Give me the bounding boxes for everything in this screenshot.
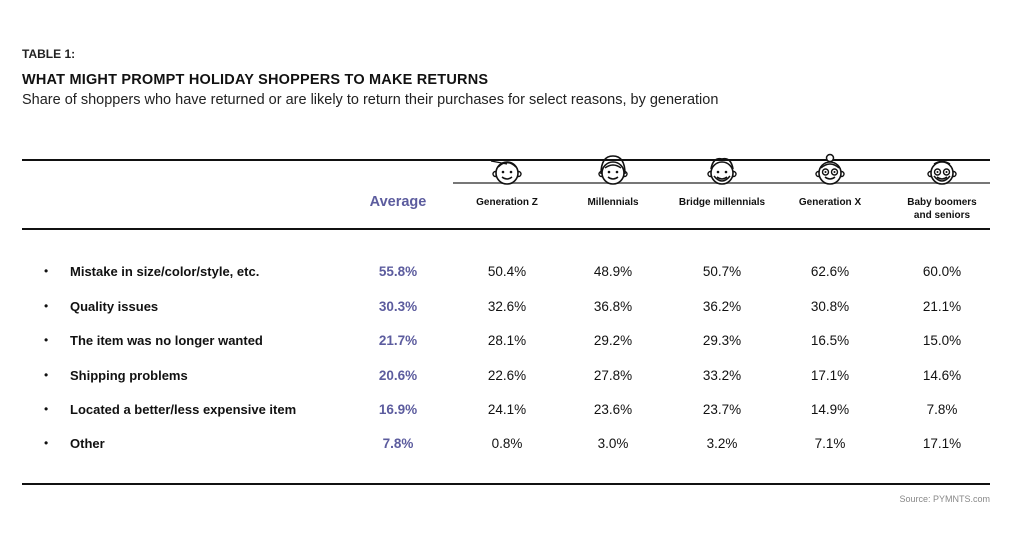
table-subtitle: Share of shoppers who have returned or a…	[22, 92, 719, 108]
boomer-face-icon	[924, 152, 960, 190]
value-cell: 29.2%	[593, 333, 633, 348]
value-cell: 30.8%	[810, 299, 850, 314]
table-label: TABLE 1:	[22, 47, 76, 61]
average-cell: 21.7%	[378, 333, 418, 348]
table-row: • Mistake in size/color/style, etc. 55.8% 5…	[0, 264, 1016, 284]
header-line-1: Bridge millennials	[678, 197, 766, 208]
value-cell: 16.5%	[810, 333, 850, 348]
table-row: • The item was no longer wanted 21.7% 28.1%…	[0, 333, 1016, 353]
value-cell: 50.4%	[487, 264, 527, 279]
value-cell: 17.1%	[810, 368, 850, 383]
value-cell: 14.9%	[810, 402, 850, 417]
row-label: Quality issues	[70, 299, 159, 314]
value-cell: 60.0%	[922, 264, 962, 279]
average-column-header: Average	[369, 194, 427, 210]
header-line-1: Generation X	[798, 197, 862, 208]
table-row: • Shipping problems 20.6% 22.6% 27.8% 33.2% 17…	[0, 368, 1016, 388]
generation-column-header: Baby boomers and seniors	[887, 196, 997, 222]
value-cell: 36.2%	[702, 299, 742, 314]
value-cell: 7.8%	[926, 402, 958, 417]
header-line-1: Baby boomers	[907, 197, 977, 208]
value-cell: 0.8%	[491, 436, 523, 451]
value-cell: 15.0%	[922, 333, 962, 348]
table-title: WHAT MIGHT PROMPT HOLIDAY SHOPPERS TO MA…	[22, 72, 489, 88]
average-cell: 16.9%	[378, 402, 418, 417]
bullet: •	[44, 264, 49, 278]
bullet: •	[44, 299, 49, 313]
value-cell: 48.9%	[593, 264, 633, 279]
row-label: Located a better/less expensive item	[70, 402, 297, 417]
value-cell: 3.0%	[597, 436, 629, 451]
value-cell: 14.6%	[922, 368, 962, 383]
value-cell: 7.1%	[814, 436, 846, 451]
header-line-1: Generation Z	[476, 197, 538, 208]
table-row: • Located a better/less expensive item 16.…	[0, 402, 1016, 422]
value-cell: 23.6%	[593, 402, 633, 417]
generation-column-header: Generation X	[775, 196, 885, 209]
value-cell: 21.1%	[922, 299, 962, 314]
generation-column-header: Millennials	[558, 196, 668, 209]
value-cell: 22.6%	[487, 368, 527, 383]
value-cell: 62.6%	[810, 264, 850, 279]
millennial-face-icon	[595, 152, 631, 190]
bullet: •	[44, 333, 49, 347]
table-row: • Quality issues 30.3% 32.6% 36.8% 36.2% 30.8%…	[0, 299, 1016, 319]
value-cell: 33.2%	[702, 368, 742, 383]
bullet: •	[44, 402, 49, 416]
top-rule	[22, 159, 990, 161]
average-cell: 20.6%	[378, 368, 418, 383]
value-cell: 36.8%	[593, 299, 633, 314]
value-cell: 29.3%	[702, 333, 742, 348]
gen-z-face-icon	[489, 152, 525, 190]
value-cell: 27.8%	[593, 368, 633, 383]
gen-x-face-icon	[812, 152, 848, 190]
bullet: •	[44, 368, 49, 382]
generation-column-header: Bridge millennials	[667, 196, 777, 209]
row-label: The item was no longer wanted	[70, 333, 263, 348]
row-label: Shipping problems	[70, 368, 188, 383]
header-line-1: Millennials	[587, 197, 639, 208]
average-cell: 7.8%	[382, 436, 414, 451]
value-cell: 28.1%	[487, 333, 527, 348]
row-label: Mistake in size/color/style, etc.	[70, 264, 260, 279]
bridge-millennial-face-icon	[704, 152, 740, 190]
table-row: • Other 7.8% 0.8% 3.0% 3.2% 7.1% 17.1%	[0, 436, 1016, 456]
value-cell: 24.1%	[487, 402, 527, 417]
source-note: Source: PYMNTS.com	[899, 494, 990, 504]
bullet: •	[44, 436, 49, 450]
header-line-2: and seniors	[913, 210, 971, 221]
header-rule	[22, 228, 990, 230]
row-label: Other	[70, 436, 105, 451]
average-cell: 55.8%	[378, 264, 418, 279]
bottom-rule	[22, 483, 990, 485]
value-cell: 50.7%	[702, 264, 742, 279]
generation-column-header: Generation Z	[452, 196, 562, 209]
average-cell: 30.3%	[378, 299, 418, 314]
value-cell: 32.6%	[487, 299, 527, 314]
value-cell: 23.7%	[702, 402, 742, 417]
value-cell: 17.1%	[922, 436, 962, 451]
value-cell: 3.2%	[706, 436, 738, 451]
